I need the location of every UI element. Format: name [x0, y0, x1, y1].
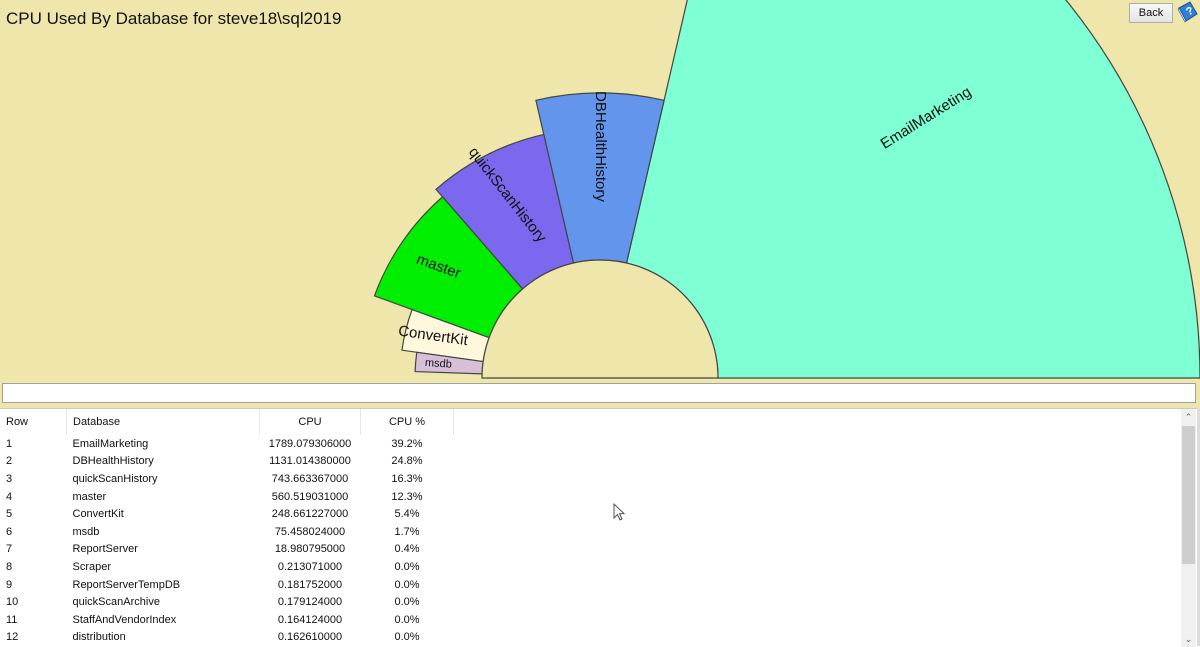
cpu-percent: 0.0% — [394, 560, 420, 573]
row-number: 12 — [6, 631, 19, 644]
cpu-percent: 0.0% — [394, 578, 420, 591]
database-name: StaffAndVendorIndex — [72, 613, 177, 626]
cpu-percent: 39.2% — [391, 437, 423, 450]
row-number: 10 — [6, 596, 19, 609]
column-header-cpu[interactable]: CPU — [259, 409, 361, 435]
row-number: 7 — [6, 543, 13, 556]
cpu-percent: 0.0% — [394, 613, 420, 626]
table-row[interactable]: 5 ConvertKit 248.661227000 5.4% — [0, 505, 454, 523]
cpu-value: 18.980795000 — [274, 543, 346, 556]
row-number: 5 — [6, 508, 13, 521]
table-row[interactable]: 3 quickScanHistory 743.663367000 16.3% — [0, 470, 454, 488]
database-name: master — [72, 490, 107, 503]
table-row[interactable]: 6 msdb 75.458024000 1.7% — [0, 523, 454, 541]
table-row[interactable]: 1 EmailMarketing 1789.079306000 39.2% — [0, 435, 454, 453]
cpu-value: 560.519031000 — [271, 490, 349, 503]
row-number: 4 — [6, 490, 13, 503]
cpu-percent: 12.3% — [391, 490, 423, 503]
cpu-percent: 1.7% — [394, 525, 420, 538]
database-name: ReportServerTempDB — [72, 578, 181, 591]
cpu-value: 1131.014380000 — [269, 455, 351, 468]
column-header-database[interactable]: Database — [66, 409, 260, 435]
wedge-label: DBHealthHistory — [592, 91, 609, 202]
wedge-emailmarketing[interactable] — [625, 0, 1200, 379]
scroll-up-arrow-icon[interactable]: ⌃ — [1184, 412, 1193, 422]
cpu-percent: 16.3% — [391, 472, 423, 485]
cpu-value: 0.181752000 — [277, 578, 343, 591]
cpu-percent: 0.0% — [394, 631, 420, 644]
cpu-value: 0.162610000 — [277, 631, 343, 644]
cpu-value: 248.661227000 — [271, 508, 349, 521]
cpu-value: 0.179124000 — [277, 596, 343, 609]
column-header-row[interactable]: Row — [0, 409, 67, 435]
table-row[interactable]: 11 StaffAndVendorIndex 0.164124000 0.0% — [0, 611, 454, 629]
database-name: distribution — [72, 631, 126, 644]
database-name: ReportServer — [72, 543, 138, 556]
row-number: 9 — [6, 578, 13, 591]
chart-hub — [481, 259, 719, 379]
svg-text:?: ? — [1184, 5, 1196, 19]
table-row[interactable]: 8 Scraper 0.213071000 0.0% — [0, 558, 454, 576]
database-name: quickScanHistory — [72, 472, 158, 485]
row-number: 11 — [6, 613, 18, 626]
cpu-percent: 24.8% — [391, 455, 423, 468]
cpu-value: 1789.079306000 — [268, 437, 352, 450]
table-row[interactable]: 4 master 560.519031000 12.3% — [0, 488, 454, 506]
cpu-value: 75.458024000 — [274, 525, 346, 538]
column-header-cpu-percent[interactable]: CPU % — [360, 409, 454, 435]
row-number: 2 — [6, 455, 13, 468]
database-name: quickScanArchive — [72, 596, 160, 609]
cpu-value: 0.164124000 — [277, 613, 343, 626]
database-name: EmailMarketing — [72, 437, 149, 450]
chart-panel: EmailMarketing DBHealthHistory quickScanHi… — [6, 0, 1200, 379]
wedge-label: msdb — [425, 357, 453, 371]
scroll-down-arrow-icon[interactable]: ⌄ — [1184, 634, 1193, 644]
results-table: Row Database CPU CPU % 1 EmailMarketing 17… — [0, 409, 454, 646]
cpu-fan-chart: EmailMarketingDBHealthHistoryquickScanHi… — [373, 0, 1200, 379]
help-book-icon[interactable]: ? — [1176, 1, 1198, 23]
cpu-percent: 0.4% — [394, 543, 420, 556]
database-name: ConvertKit — [72, 508, 124, 521]
database-name: Scraper — [72, 560, 112, 573]
status-bar — [2, 383, 1196, 403]
row-number: 3 — [6, 472, 13, 485]
mouse-cursor-icon — [613, 503, 626, 521]
table-row[interactable]: 10 quickScanArchive 0.179124000 0.0% — [0, 593, 454, 611]
table-row[interactable]: 9 ReportServerTempDB 0.181752000 0.0% — [0, 576, 454, 594]
cpu-value: 0.213071000 — [277, 560, 343, 573]
table-row[interactable]: 7 ReportServer 18.980795000 0.4% — [0, 541, 454, 559]
scrollbar-thumb[interactable] — [1182, 426, 1195, 564]
cpu-value: 743.663367000 — [271, 472, 349, 485]
cpu-percent: 0.0% — [394, 596, 420, 609]
page-title: CPU Used By Database for steve18\sql2019 — [6, 9, 342, 28]
table-header-row: Row Database CPU CPU % — [0, 409, 454, 435]
table-row[interactable]: 12 distribution 0.162610000 0.0% — [0, 629, 454, 647]
row-number: 6 — [6, 525, 13, 538]
table-row[interactable]: 2 DBHealthHistory 1131.014380000 24.8% — [0, 453, 454, 471]
database-name: DBHealthHistory — [72, 455, 154, 468]
row-number: 1 — [6, 437, 13, 450]
cpu-percent: 5.4% — [394, 508, 420, 521]
vertical-scrollbar[interactable]: ⌃ ⌄ — [1181, 409, 1196, 647]
row-number: 8 — [6, 560, 13, 573]
window-edge — [1197, 408, 1200, 646]
results-grid[interactable]: Row Database CPU CPU % 1 EmailMarketing 17… — [0, 408, 1200, 647]
database-name: msdb — [72, 525, 100, 538]
back-button[interactable]: Back — [1129, 3, 1173, 23]
